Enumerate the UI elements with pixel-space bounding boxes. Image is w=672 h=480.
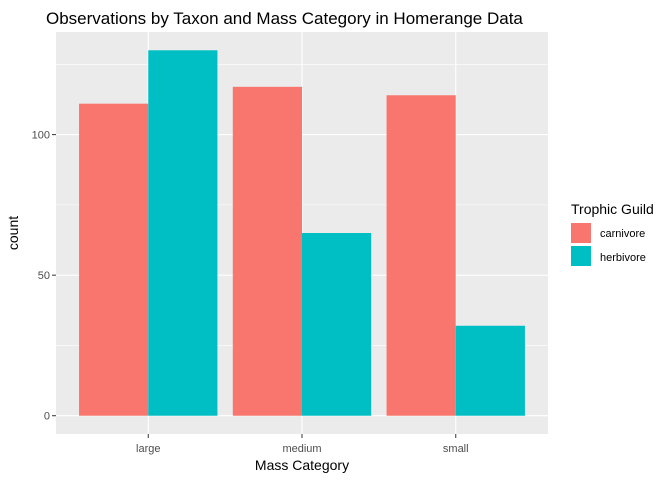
legend-key-carnivore bbox=[571, 223, 591, 243]
x-tick-label: small bbox=[443, 443, 469, 455]
legend-label-carnivore: carnivore bbox=[600, 228, 645, 240]
bars bbox=[79, 50, 525, 416]
x-axis: large medium small bbox=[136, 434, 469, 455]
y-axis-title: count bbox=[5, 216, 21, 250]
x-tick-label: medium bbox=[282, 443, 321, 455]
bar-carnivore-small bbox=[386, 95, 456, 416]
y-axis: 0 50 100 bbox=[32, 130, 56, 423]
bar-herbivore-small bbox=[455, 325, 525, 416]
y-tick-label: 50 bbox=[38, 270, 50, 282]
bar-carnivore-medium bbox=[232, 86, 302, 416]
chart-title: Observations by Taxon and Mass Category … bbox=[46, 9, 523, 28]
y-tick-label: 100 bbox=[32, 130, 50, 142]
x-tick-label: large bbox=[136, 443, 160, 455]
x-axis-title: Mass Category bbox=[255, 457, 349, 473]
y-tick-label: 0 bbox=[44, 411, 50, 423]
legend-title: Trophic Guild bbox=[571, 201, 654, 217]
legend-key-herbivore bbox=[571, 246, 591, 266]
legend: Trophic Guild carnivore herbivore bbox=[571, 201, 654, 266]
bar-carnivore-large bbox=[79, 103, 149, 416]
bar-herbivore-large bbox=[148, 50, 218, 416]
legend-label-herbivore: herbivore bbox=[600, 252, 646, 264]
bar-herbivore-medium bbox=[302, 233, 372, 416]
